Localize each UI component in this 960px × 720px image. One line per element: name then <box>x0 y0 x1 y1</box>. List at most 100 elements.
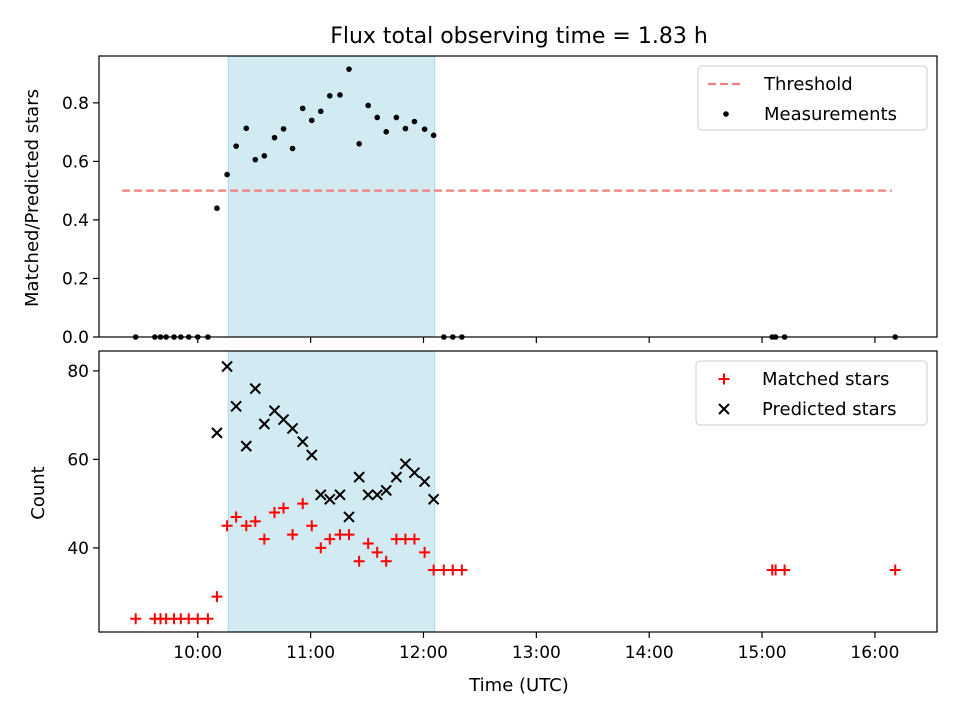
y-tick-label: 60 <box>67 450 89 470</box>
count-legend: Matched stars Predicted stars <box>695 360 928 426</box>
matched-star-point <box>362 537 374 549</box>
matched-star-point <box>889 564 901 576</box>
y-tick-label: 0.2 <box>62 269 89 289</box>
predicted-star-point <box>286 422 299 435</box>
y-tick-label: 0.4 <box>62 211 89 231</box>
matched-star-point <box>278 502 290 514</box>
legend-label: Matched stars <box>762 369 889 390</box>
measurement-point <box>356 141 362 147</box>
matched-star-point <box>230 511 242 523</box>
predicted-star-point <box>334 489 346 501</box>
measurement-point <box>402 125 409 132</box>
measurement-point <box>308 117 315 124</box>
matched-star-point <box>343 529 355 541</box>
predicted-star-point <box>408 466 421 479</box>
matched-star-point <box>297 498 309 510</box>
matched-star-point <box>192 613 204 625</box>
matched-star-point <box>306 520 318 532</box>
predicted-star-point <box>390 471 403 483</box>
measurement-point <box>365 102 371 109</box>
x-tick-label: 11:00 <box>286 643 335 663</box>
legend-box <box>697 65 928 131</box>
predicted-star-point <box>258 418 271 430</box>
matched-star-point <box>353 555 365 567</box>
count-axes: 40 60 80 10:00 11:00 12:00 13:00 14:00 15:00 16:0… <box>67 350 938 663</box>
predicted-star-point <box>306 449 318 461</box>
matched-star-point <box>130 613 142 625</box>
count-plot-area <box>130 360 901 625</box>
predicted-star-point <box>343 511 355 523</box>
measurement-point <box>411 118 418 125</box>
axes-frame <box>98 350 938 633</box>
predicted-star-point <box>268 405 281 417</box>
x-tick-label: 15:00 <box>738 643 787 663</box>
predicted-star-point <box>718 403 730 415</box>
measurement-point <box>383 129 390 135</box>
matched-star-point <box>428 564 440 576</box>
matched-star-point <box>718 373 730 385</box>
ratio-legend: Threshold Measurements <box>697 65 928 131</box>
ratio-y-axis-label: Matched/Predicted stars <box>22 89 43 307</box>
measurement-point <box>430 132 437 139</box>
predicted-star-point <box>362 489 374 501</box>
measurement-point <box>261 153 268 159</box>
measurement-point <box>421 126 428 132</box>
axes-frame <box>98 55 938 338</box>
measurement-point <box>271 134 278 141</box>
matched-star-point <box>202 613 214 625</box>
measurement-point <box>214 205 220 212</box>
matched-star-point <box>269 507 280 519</box>
y-tick-label: 0.0 <box>62 328 89 348</box>
measurement-point <box>337 92 343 98</box>
predicted-star-point <box>221 360 233 373</box>
matched-star-point <box>211 591 223 603</box>
legend-box <box>695 360 928 426</box>
ratio-plot-area <box>122 66 899 340</box>
count-y-axis-label: Count <box>28 466 49 519</box>
matched-star-point <box>258 533 270 545</box>
predicted-star-point <box>297 436 309 448</box>
matched-star-point <box>315 542 327 554</box>
observing-window-band <box>227 350 436 633</box>
measurement-point <box>289 145 296 152</box>
count-panel: 40 60 80 10:00 11:00 12:00 13:00 14:00 15:00 16:0… <box>28 350 938 663</box>
matched-star-point <box>380 555 392 567</box>
measurement-point <box>252 156 259 163</box>
y-tick-label: 0.8 <box>62 94 89 114</box>
predicted-star-point <box>380 484 392 497</box>
measurement-point <box>393 114 400 121</box>
chart-title: Flux total observing time = 1.83 h <box>330 24 708 49</box>
predicted-star-point <box>315 489 327 501</box>
predicted-star-point <box>211 427 223 439</box>
measurement-point <box>299 105 306 112</box>
predicted-star-point <box>324 493 336 505</box>
x-axis-label: Time (UTC) <box>468 675 569 696</box>
observing-window-shade <box>227 350 436 633</box>
predicted-star-point <box>249 382 262 395</box>
measurement-point <box>224 171 230 178</box>
matched-star-point <box>371 546 383 558</box>
measurement-point <box>327 93 333 99</box>
predicted-star-point <box>230 400 242 413</box>
measurement-point <box>723 111 729 117</box>
measurement-point <box>346 66 352 72</box>
ratio-panel: 0.00.20.40.60.8 Matched/Predicted stars … <box>22 55 938 348</box>
predicted-star-point <box>240 440 252 452</box>
observing-window-shade <box>227 55 436 338</box>
matched-star-point <box>408 533 420 545</box>
matched-star-point <box>249 515 261 527</box>
y-tick-label: 0.6 <box>62 152 89 172</box>
measurement-point <box>233 143 239 149</box>
measurement-point <box>317 108 324 115</box>
matched-star-point <box>779 564 791 576</box>
legend-label: Threshold <box>763 74 853 95</box>
x-tick-label: 12:00 <box>399 643 448 663</box>
legend-label: Predicted stars <box>762 399 896 420</box>
measurement-point <box>280 126 287 132</box>
predicted-star-point <box>353 471 365 483</box>
matched-star-point <box>419 546 431 558</box>
matched-star-point <box>240 520 252 532</box>
matched-star-point <box>287 529 299 541</box>
matched-star-point <box>324 533 336 545</box>
